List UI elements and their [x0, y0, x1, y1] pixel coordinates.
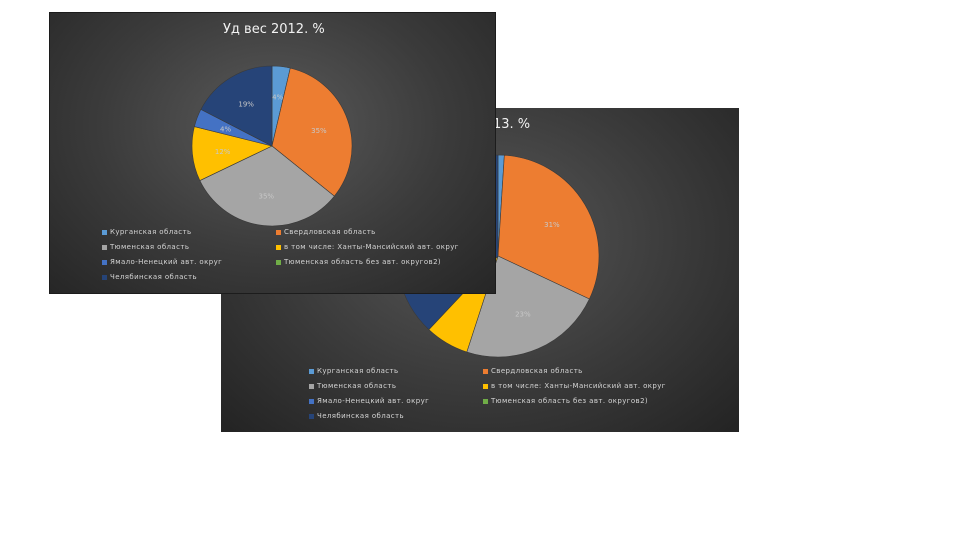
chart-2012-legend-swatch-0: [102, 229, 107, 235]
chart-2012-pie: 4% 35% 35% 12% 4% 19%: [191, 65, 353, 227]
chart-2013-legend-label-2: Тюменская область: [317, 382, 397, 390]
chart-2012-data-label-3: 12%: [215, 148, 231, 156]
chart-2012-legend-item-4: Ямало-Ненецкий авт. округ: [102, 258, 222, 266]
chart-2012-legend-item-6: Челябинская область: [102, 273, 197, 281]
chart-2013-legend-label-1: Свердловская область: [491, 367, 583, 375]
chart-2012-legend-label-4: Ямало-Ненецкий авт. округ: [110, 258, 223, 266]
chart-2013-legend-item-6: Челябинская область: [309, 412, 404, 420]
chart-2013-legend-item-4: Ямало-Ненецкий авт. округ: [309, 397, 429, 405]
chart-2012-legend-label-2: Тюменская область: [110, 243, 190, 251]
chart-2013-legend-label-0: Курганская область: [317, 367, 399, 375]
chart-2012-slice-2: [199, 145, 335, 227]
chart-2013-legend-swatch-6: [309, 413, 314, 419]
chart-2013-legend-label-3: в том числе: Ханты-Мансийский авт. округ: [491, 382, 666, 390]
chart-2012-legend-label-3: в том числе: Ханты-Мансийский авт. округ: [284, 243, 459, 251]
chart-2013-legend-item-3: в том числе: Ханты-Мансийский авт. округ: [483, 382, 666, 390]
chart-2012-legend-label-5: Тюменская область без авт. округов2): [284, 258, 442, 266]
chart-2013-title: 13. %: [493, 117, 531, 132]
chart-2012-legend-label-1: Свердловская область: [284, 228, 376, 236]
chart-2013-legend-swatch-2: [309, 383, 314, 389]
chart-2013-legend-label-4: Ямало-Ненецкий авт. округ: [317, 397, 430, 405]
chart-2013-legend-item-2: Тюменская область: [309, 382, 396, 390]
chart-2013-legend-label-6: Челябинская область: [317, 412, 405, 420]
chart-2013-legend-swatch-4: [309, 398, 314, 404]
chart-2012-data-label-2: 35%: [259, 192, 275, 200]
chart-2012-legend-label-0: Курганская область: [110, 228, 192, 236]
chart-2012-legend-label-6: Челябинская область: [110, 273, 198, 281]
chart-2012-data-label-6: 19%: [238, 101, 254, 109]
chart-2013-legend-swatch-1: [483, 368, 488, 374]
chart-2012-legend-item-5: Тюменская область без авт. округов2): [276, 258, 441, 266]
chart-2012-legend-swatch-3: [276, 244, 281, 250]
chart-2012-legend-item-2: Тюменская область: [102, 243, 189, 251]
chart-2013-data-label-1: 31%: [544, 221, 560, 229]
chart-2012-legend-item-3: в том числе: Ханты-Мансийский авт. округ: [276, 243, 459, 251]
chart-2013-legend-swatch-5: [483, 398, 488, 404]
chart-2012-slice-6: [200, 65, 273, 147]
chart-2013-legend-swatch-0: [309, 368, 314, 374]
chart-2012-data-label-4: 4%: [220, 126, 231, 134]
chart-2013-data-label-2: 23%: [515, 310, 531, 318]
chart-2013-slice-1: [497, 154, 600, 300]
chart-2012-legend-swatch-1: [276, 229, 281, 235]
chart-2013-legend-label-5: Тюменская область без авт. округов2): [491, 397, 649, 405]
chart-2012-legend-swatch-2: [102, 244, 107, 250]
chart-2012-title: Уд вес 2012. %: [223, 22, 325, 37]
chart-2012-data-label-1: 35%: [311, 127, 327, 135]
chart-2012-legend-swatch-6: [102, 274, 107, 280]
chart-2013-legend-item-1: Свердловская область: [483, 367, 583, 375]
chart-2012-legend-swatch-5: [276, 259, 281, 265]
chart-2013-legend-swatch-3: [483, 383, 488, 389]
chart-2012-legend-item-0: Курганская область: [102, 228, 192, 236]
chart-2012-slice-1: [271, 67, 353, 197]
chart-2012-panel: Уд вес 2012. % 4% 35% 35% 12% 4% 19% Курганск…: [50, 13, 495, 293]
chart-2012-data-label-0: 4%: [272, 94, 283, 102]
chart-2012-legend-item-1: Свердловская область: [276, 228, 376, 236]
chart-2012-legend-swatch-4: [102, 259, 107, 265]
chart-2013-slice-2: [466, 255, 590, 358]
chart-2013-legend-item-5: Тюменская область без авт. округов2): [483, 397, 648, 405]
chart-2013-legend-item-0: Курганская область: [309, 367, 399, 375]
